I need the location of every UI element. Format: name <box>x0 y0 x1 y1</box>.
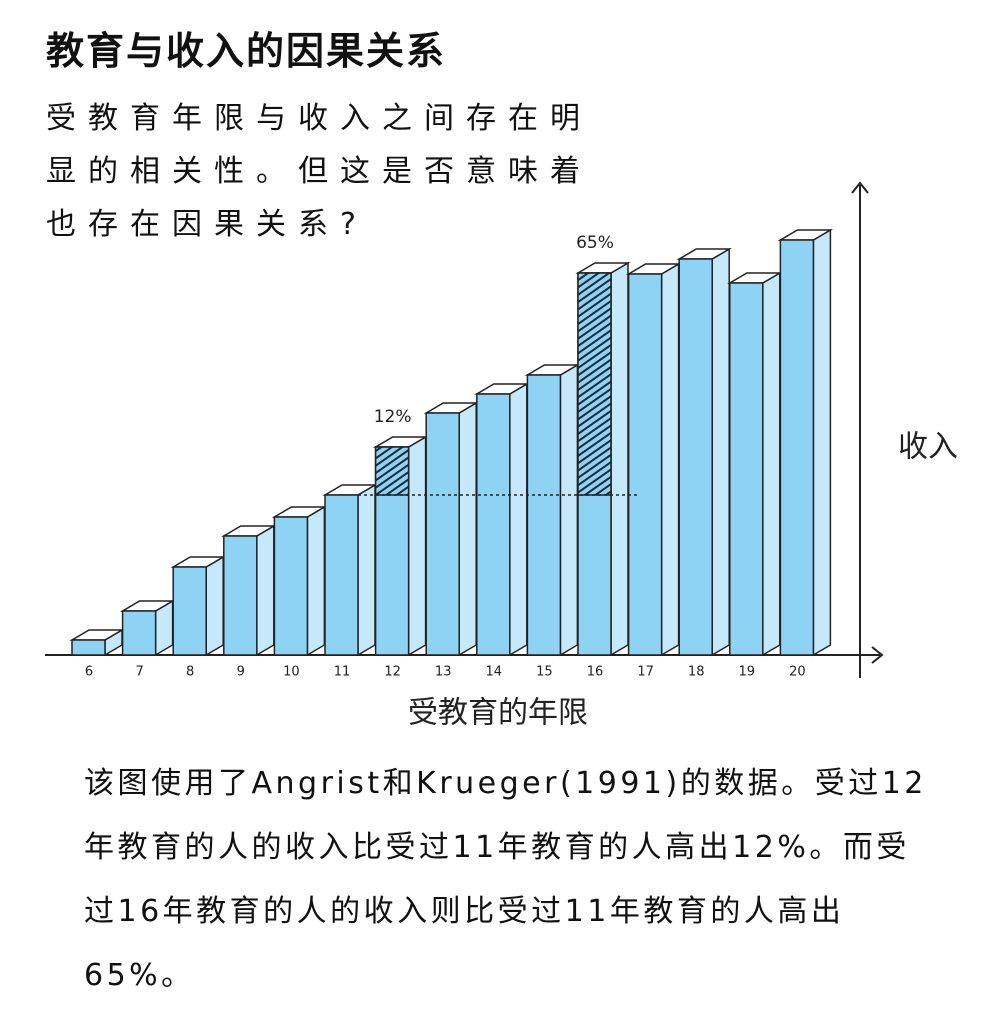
bar <box>526 374 562 656</box>
bar <box>678 258 713 656</box>
bar <box>71 639 106 656</box>
title: 教育与收入的因果关系 <box>46 29 447 73</box>
bar <box>324 494 359 656</box>
x-tick-label: 10 <box>283 665 300 680</box>
bar-side <box>509 382 528 657</box>
x-tick-label: 14 <box>486 665 503 680</box>
bar <box>121 610 157 656</box>
subtitle: 受教育年限与收入之间存在明显的相关性。但这是否意味着也存在因果关系? <box>46 101 592 242</box>
bar <box>425 412 460 656</box>
caption: 该图使用了Angrist和Krueger(1991)的数据。受过12年教育的人的… <box>84 766 927 993</box>
bar-side <box>711 247 730 657</box>
x-label: 受教育的年限 <box>408 696 588 731</box>
annotation: 65% <box>576 233 614 253</box>
bar <box>223 535 258 656</box>
bar-side <box>306 505 326 657</box>
x-tick-label: 6 <box>85 665 93 680</box>
bar-side <box>256 524 275 657</box>
y-label: 收入 <box>898 430 958 465</box>
bar <box>729 282 764 656</box>
bar-side <box>559 363 579 657</box>
y-arrow <box>851 181 869 194</box>
x-arrow <box>871 646 884 664</box>
hatch <box>374 446 410 496</box>
bar-side <box>812 228 832 657</box>
bar-side <box>205 555 224 657</box>
x-tick-label: 13 <box>435 665 452 680</box>
bar <box>627 273 663 656</box>
x-tick-label: 18 <box>688 665 705 680</box>
bar-side <box>407 435 427 657</box>
bar-side <box>660 262 680 657</box>
hatch <box>577 272 612 496</box>
x-tick-label: 16 <box>587 665 604 680</box>
bar <box>779 239 815 656</box>
bar <box>476 393 511 656</box>
bar-side <box>762 271 781 657</box>
bar-side <box>458 401 477 657</box>
x-tick-label: 8 <box>186 665 194 680</box>
x-tick-label: 11 <box>334 665 351 680</box>
x-tick-label: 17 <box>637 665 654 680</box>
x-tick-label: 12 <box>384 665 401 680</box>
annotation: 12% <box>374 407 412 427</box>
chart: 收入 受教育的年限 6 7 8 9 10 11 12 13 14 15 16 17 18 19 20 12% 6… <box>45 181 958 731</box>
x-tick-label: 20 <box>789 665 806 680</box>
bar-side <box>610 261 629 657</box>
bar <box>273 516 309 656</box>
bar-side <box>357 483 376 657</box>
bar <box>172 566 207 656</box>
x-tick-label: 19 <box>739 665 756 680</box>
x-tick-label: 7 <box>135 665 143 680</box>
x-tick-label: 15 <box>536 665 553 680</box>
x-tick-label: 9 <box>237 665 245 680</box>
